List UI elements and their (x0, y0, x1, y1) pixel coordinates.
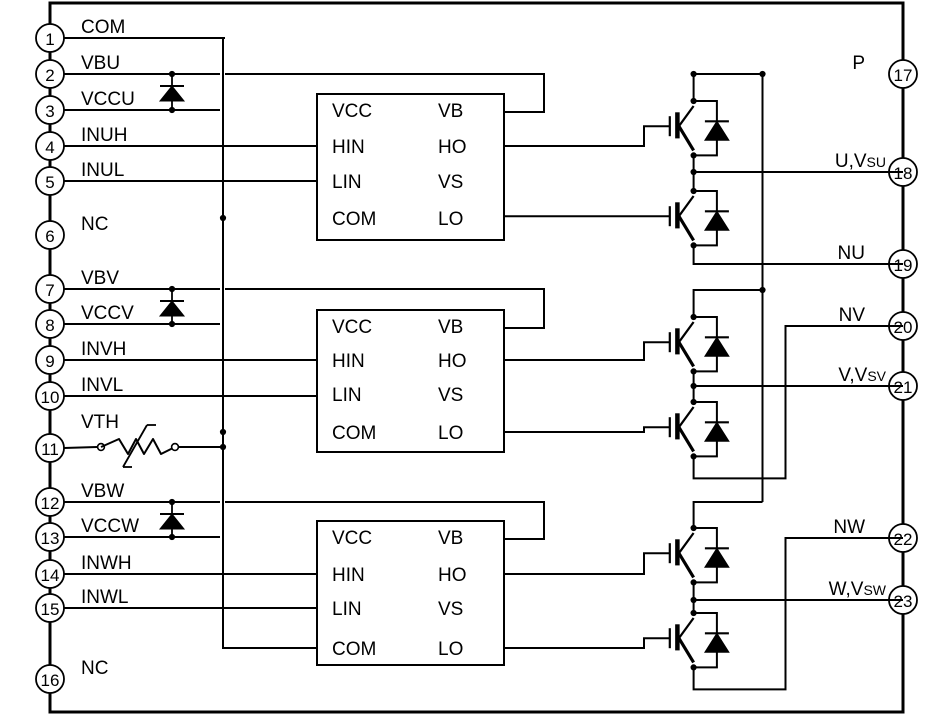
svg-text:13: 13 (41, 529, 60, 548)
svg-text:INVH: INVH (81, 339, 126, 360)
svg-text:15: 15 (41, 600, 60, 619)
svg-text:NC: NC (81, 214, 108, 235)
svg-text:VS: VS (438, 599, 463, 620)
svg-text:10: 10 (41, 388, 60, 407)
svg-text:4: 4 (45, 138, 54, 157)
svg-text:HO: HO (438, 565, 467, 586)
svg-text:COM: COM (81, 17, 125, 38)
svg-text:INVL: INVL (81, 375, 123, 396)
svg-text:HO: HO (438, 137, 467, 158)
svg-text:21: 21 (894, 378, 913, 397)
svg-text:NU: NU (838, 243, 865, 264)
svg-text:LIN: LIN (332, 172, 362, 193)
svg-text:LO: LO (438, 423, 463, 444)
svg-text:LIN: LIN (332, 599, 362, 620)
svg-text:23: 23 (894, 592, 913, 611)
svg-text:LO: LO (438, 639, 463, 660)
svg-text:14: 14 (41, 566, 60, 585)
svg-text:LO: LO (438, 209, 463, 230)
svg-text:U,VSU: U,VSU (835, 151, 886, 172)
svg-text:11: 11 (41, 440, 59, 459)
svg-text:VCC: VCC (332, 528, 372, 549)
svg-text:17: 17 (894, 66, 913, 85)
svg-text:VCC: VCC (332, 101, 372, 122)
svg-text:VB: VB (438, 101, 463, 122)
svg-text:INWH: INWH (81, 553, 132, 574)
svg-text:NC: NC (81, 658, 108, 679)
svg-text:VCCV: VCCV (81, 303, 134, 324)
svg-text:COM: COM (332, 639, 376, 660)
svg-text:9: 9 (45, 352, 54, 371)
svg-text:VCCW: VCCW (81, 516, 139, 537)
svg-text:NV: NV (839, 305, 866, 326)
svg-text:2: 2 (45, 66, 54, 85)
svg-text:1: 1 (45, 30, 54, 49)
svg-text:VBU: VBU (81, 53, 120, 74)
svg-text:HIN: HIN (332, 565, 365, 586)
svg-text:VB: VB (438, 528, 463, 549)
svg-text:3: 3 (45, 102, 54, 121)
svg-text:INUL: INUL (81, 160, 124, 181)
svg-text:7: 7 (45, 281, 54, 300)
svg-text:16: 16 (41, 671, 60, 690)
svg-text:P: P (852, 53, 865, 74)
svg-text:VCC: VCC (332, 317, 372, 338)
svg-text:HIN: HIN (332, 351, 365, 372)
svg-text:VS: VS (438, 172, 463, 193)
svg-text:INWL: INWL (81, 587, 129, 608)
svg-text:VCCU: VCCU (81, 89, 135, 110)
svg-text:22: 22 (894, 530, 913, 549)
svg-text:VB: VB (438, 317, 463, 338)
svg-text:VBV: VBV (81, 268, 119, 289)
svg-text:COM: COM (332, 423, 376, 444)
svg-text:VS: VS (438, 385, 463, 406)
svg-text:VBW: VBW (81, 481, 124, 502)
svg-text:5: 5 (45, 173, 54, 192)
svg-text:LIN: LIN (332, 385, 362, 406)
svg-text:HO: HO (438, 351, 467, 372)
svg-text:INUH: INUH (81, 125, 127, 146)
svg-text:NW: NW (833, 517, 865, 538)
svg-text:W,VSW: W,VSW (829, 579, 887, 600)
svg-text:V,VSV: V,VSV (838, 365, 886, 386)
svg-text:COM: COM (332, 209, 376, 230)
svg-text:20: 20 (894, 318, 913, 337)
svg-text:18: 18 (894, 164, 913, 183)
svg-text:6: 6 (45, 227, 54, 246)
svg-text:12: 12 (41, 494, 60, 513)
svg-text:VTH: VTH (81, 412, 119, 433)
svg-text:HIN: HIN (332, 137, 365, 158)
svg-text:8: 8 (45, 316, 54, 335)
svg-text:19: 19 (894, 256, 913, 275)
